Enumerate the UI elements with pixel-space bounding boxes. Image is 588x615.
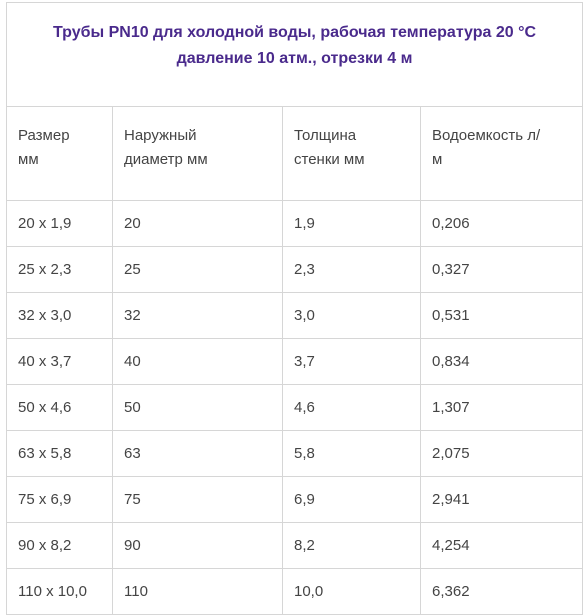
table-row: 32 x 3,0 32 3,0 0,531: [6, 292, 584, 339]
header-water-capacity: Водоемкость л/ м: [419, 106, 584, 201]
header-size-line-1: Размер: [18, 127, 70, 144]
table-row: 63 x 5,8 63 5,8 2,075: [6, 430, 584, 477]
cell-wall-thickness: 3,0: [282, 292, 421, 339]
table-title-line-1: Трубы PN10 для холодной воды, рабочая те…: [52, 24, 537, 41]
cell-outer-diameter: 50: [112, 384, 283, 431]
cell-wall-thickness: 5,8: [282, 430, 421, 477]
cell-outer-diameter: 75: [112, 476, 283, 523]
cell-outer-diameter: 32: [112, 292, 283, 339]
cell-water-capacity: 0,206: [419, 200, 584, 247]
cell-wall-thickness: 10,0: [282, 568, 421, 615]
header-wall-thickness: Толщина стенки мм: [282, 106, 421, 201]
table-row: 75 x 6,9 75 6,9 2,941: [6, 476, 584, 523]
table-row: 40 x 3,7 40 3,7 0,834: [6, 338, 584, 385]
cell-water-capacity: 0,531: [419, 292, 584, 339]
cell-water-capacity: 0,327: [419, 246, 584, 293]
pipe-spec-table: Трубы PN10 для холодной воды, рабочая те…: [5, 2, 584, 615]
header-outer-diameter-line-2: диаметр мм: [124, 151, 208, 168]
cell-size: 40 x 3,7: [6, 338, 113, 385]
cell-water-capacity: 2,941: [419, 476, 584, 523]
cell-wall-thickness: 2,3: [282, 246, 421, 293]
table-row: 110 x 10,0 110 10,0 6,362: [6, 568, 584, 615]
header-water-capacity-line-1: Водоемкость л/: [432, 127, 541, 144]
header-wall-thickness-line-2: стенки мм: [294, 151, 365, 168]
header-water-capacity-line-2: м: [432, 151, 443, 168]
cell-size: 110 x 10,0: [6, 568, 113, 615]
cell-water-capacity: 0,834: [419, 338, 584, 385]
header-outer-diameter-line-1: Наружный: [124, 127, 197, 144]
cell-size: 50 x 4,6: [6, 384, 113, 431]
table-title-line-2: давление 10 атм., отрезки 4 м: [176, 50, 413, 67]
cell-water-capacity: 4,254: [419, 522, 584, 569]
table-row: 50 x 4,6 50 4,6 1,307: [6, 384, 584, 431]
header-size-line-2: мм: [18, 151, 39, 168]
cell-water-capacity: 2,075: [419, 430, 584, 477]
table-row: 20 x 1,9 20 1,9 0,206: [6, 200, 584, 247]
pipe-spec-table-container: Трубы PN10 для холодной воды, рабочая те…: [5, 2, 584, 615]
cell-wall-thickness: 4,6: [282, 384, 421, 431]
title-row: Трубы PN10 для холодной воды, рабочая те…: [5, 2, 584, 107]
cell-wall-thickness: 8,2: [282, 522, 421, 569]
header-row: Размер мм Наружный диаметр мм Толщина ст…: [6, 106, 584, 201]
header-size: Размер мм: [6, 106, 113, 201]
cell-size: 25 x 2,3: [6, 246, 113, 293]
header-wall-thickness-line-1: Толщина: [294, 127, 357, 144]
cell-outer-diameter: 20: [112, 200, 283, 247]
header-outer-diameter: Наружный диаметр мм: [112, 106, 283, 201]
cell-outer-diameter: 40: [112, 338, 283, 385]
table-title: Трубы PN10 для холодной воды, рабочая те…: [5, 2, 584, 107]
cell-water-capacity: 1,307: [419, 384, 584, 431]
cell-outer-diameter: 25: [112, 246, 283, 293]
cell-wall-thickness: 6,9: [282, 476, 421, 523]
cell-wall-thickness: 1,9: [282, 200, 421, 247]
cell-size: 63 x 5,8: [6, 430, 113, 477]
cell-outer-diameter: 110: [112, 568, 283, 615]
table-row: 25 x 2,3 25 2,3 0,327: [6, 246, 584, 293]
table-row: 90 x 8,2 90 8,2 4,254: [6, 522, 584, 569]
cell-outer-diameter: 90: [112, 522, 283, 569]
cell-size: 32 x 3,0: [6, 292, 113, 339]
cell-wall-thickness: 3,7: [282, 338, 421, 385]
cell-size: 20 x 1,9: [6, 200, 113, 247]
cell-outer-diameter: 63: [112, 430, 283, 477]
cell-size: 90 x 8,2: [6, 522, 113, 569]
cell-size: 75 x 6,9: [6, 476, 113, 523]
cell-water-capacity: 6,362: [419, 568, 584, 615]
